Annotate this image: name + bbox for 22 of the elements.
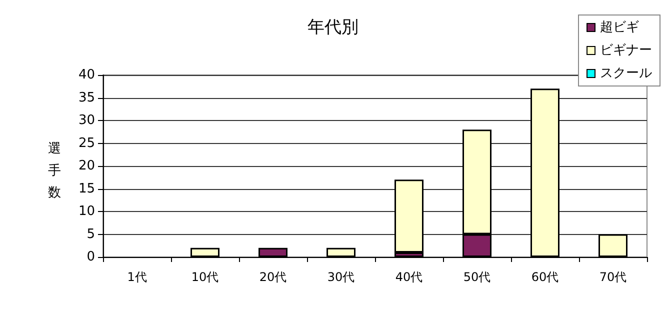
x-tick-label: 20代 (259, 270, 287, 284)
y-tick-label: 25 (78, 136, 95, 151)
x-tick-label: 10代 (191, 270, 219, 284)
x-tick-label: 60代 (531, 270, 559, 284)
x-tick-label: 50代 (463, 270, 491, 284)
y-tick-label: 30 (78, 113, 95, 128)
y-tick-label: 40 (78, 68, 95, 82)
x-tick-label: 1代 (127, 270, 147, 284)
y-axis-title: 選手数 (48, 142, 61, 200)
y-tick-label: 10 (78, 204, 95, 219)
x-tick-label: 70代 (599, 270, 627, 284)
y-tick-label: 35 (78, 90, 95, 106)
x-tick-label: 40代 (395, 270, 423, 284)
chart-title: 年代別 (308, 18, 358, 38)
legend-label: 超ビギ (600, 20, 639, 35)
y-tick-label: 0 (86, 250, 95, 264)
legend-label: ビギナー (600, 43, 652, 58)
y-tick-label: 15 (78, 181, 95, 196)
legend-label: スクール (600, 66, 652, 81)
y-tick-label: 5 (86, 226, 95, 242)
y-tick-label: 20 (78, 158, 95, 174)
x-tick-label: 30代 (327, 270, 355, 284)
